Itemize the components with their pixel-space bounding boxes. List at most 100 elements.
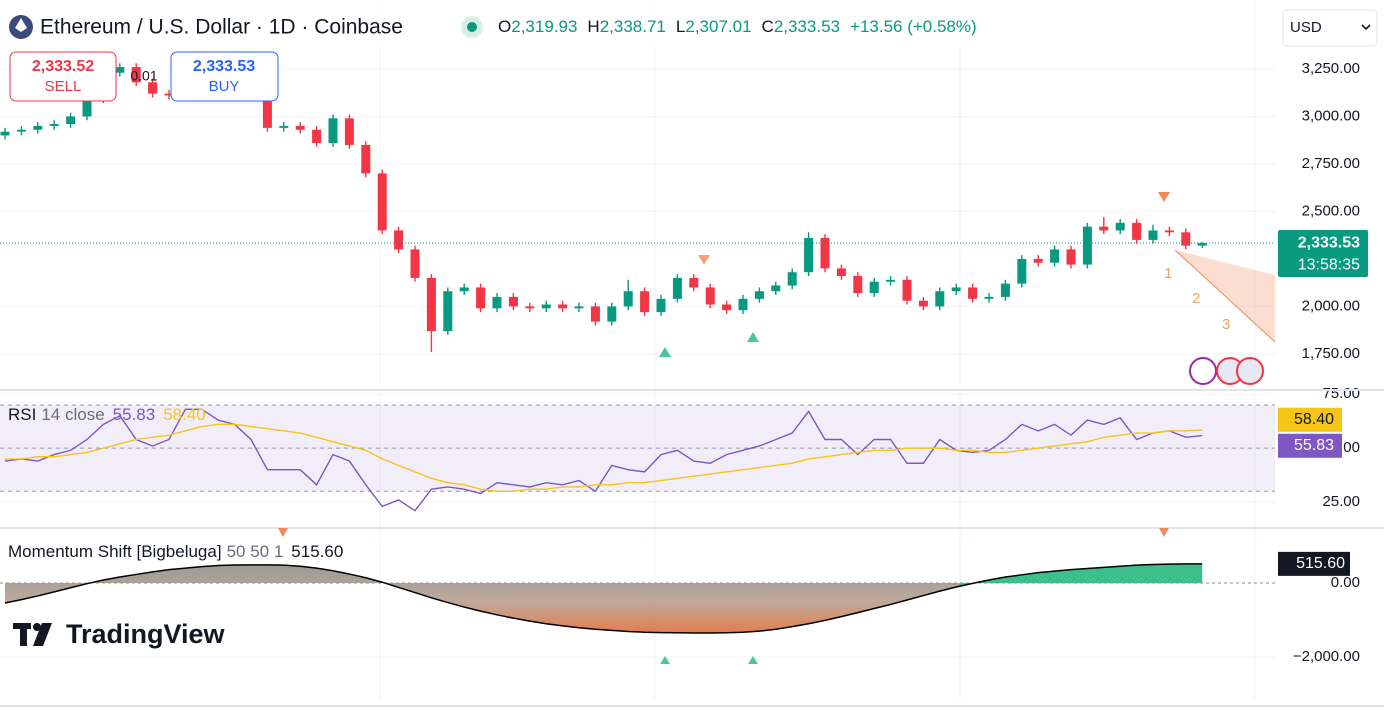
signal-marker bbox=[1159, 528, 1169, 537]
price-badge bbox=[1278, 230, 1368, 278]
candle-body bbox=[1000, 283, 1010, 297]
brand-logo: TradingView bbox=[13, 619, 226, 649]
dropdown-arrow bbox=[1361, 24, 1371, 31]
y-tick-label: 2,750.00 bbox=[1302, 155, 1360, 172]
legend-value: 515.60 bbox=[291, 542, 343, 561]
legend-params: 50 50 1 bbox=[227, 542, 284, 561]
candle-body bbox=[344, 118, 354, 145]
fib-label: 1 bbox=[1164, 265, 1172, 282]
candle-body bbox=[787, 272, 797, 286]
buy-price[interactable]: 2,333.53 bbox=[193, 58, 255, 75]
candle-body bbox=[1033, 258, 1043, 263]
header-bg bbox=[0, 0, 1040, 48]
candle-body bbox=[1181, 232, 1191, 246]
ohlc-key: O bbox=[498, 17, 511, 36]
candle-body bbox=[492, 296, 502, 309]
y-tick-label: 2,000.00 bbox=[1302, 297, 1360, 314]
countdown: 13:58:35 bbox=[1298, 256, 1360, 273]
y-tick-label: −2,000.00 bbox=[1293, 648, 1360, 665]
legend-title: Momentum Shift [Bigbeluga] bbox=[8, 542, 222, 561]
candle-body bbox=[394, 230, 404, 250]
y-tick-label: 1,750.00 bbox=[1302, 345, 1360, 362]
price-badge-value: 2,333.53 bbox=[1298, 234, 1360, 251]
signal-marker bbox=[659, 347, 671, 357]
signal-marker bbox=[698, 255, 710, 265]
buy-button[interactable] bbox=[170, 51, 279, 102]
candle-body bbox=[33, 125, 43, 130]
y-tick-label: 3,000.00 bbox=[1302, 107, 1360, 124]
symbol-icon-glyph bbox=[15, 18, 27, 32]
ohlc-key: C bbox=[762, 17, 774, 36]
logo-part bbox=[33, 623, 41, 631]
logo-part bbox=[20, 623, 27, 646]
candle-body bbox=[590, 306, 600, 322]
candle-body bbox=[426, 277, 436, 332]
buy-label[interactable]: BUY bbox=[209, 78, 240, 95]
legend-value: 58.40 bbox=[163, 405, 206, 424]
candle-body bbox=[148, 82, 158, 94]
candle-body bbox=[1050, 249, 1060, 263]
candle-body bbox=[410, 249, 420, 278]
candle-body bbox=[886, 279, 896, 282]
fib-label: 2 bbox=[1192, 290, 1200, 307]
candle-body bbox=[279, 125, 289, 128]
candle-body bbox=[16, 129, 26, 132]
value-badge bbox=[1278, 551, 1350, 576]
candle-body bbox=[869, 281, 879, 294]
candle-body bbox=[1017, 258, 1027, 284]
event-icon[interactable] bbox=[1189, 357, 1217, 385]
momentum-legend: Momentum Shift [Bigbeluga] 50 50 1 515.60 bbox=[8, 542, 343, 561]
currency-select[interactable] bbox=[1282, 9, 1378, 47]
sell-button[interactable] bbox=[9, 51, 117, 102]
candle-body bbox=[476, 287, 486, 309]
candle-body bbox=[722, 304, 732, 311]
currency[interactable]: USD bbox=[1290, 19, 1322, 36]
rsi-line bbox=[5, 423, 1203, 493]
candle-body bbox=[918, 300, 928, 307]
candle-body bbox=[1115, 222, 1125, 231]
rsi-legend: RSI 14 close 55.83 58.40 bbox=[8, 405, 206, 424]
candle-body bbox=[1132, 222, 1142, 240]
signal-marker bbox=[660, 656, 670, 664]
sell-price[interactable]: 2,333.52 bbox=[32, 58, 94, 75]
legend-params: 14 close bbox=[41, 405, 104, 424]
momentum-area bbox=[5, 564, 960, 633]
value-badge bbox=[1278, 407, 1342, 432]
signal-marker bbox=[747, 332, 759, 342]
candle-body bbox=[328, 118, 338, 144]
candle-body bbox=[0, 131, 10, 136]
value-badge bbox=[1278, 433, 1342, 458]
signal-marker bbox=[278, 528, 288, 537]
rsi-line bbox=[4, 408, 1203, 512]
signal-marker bbox=[1158, 192, 1170, 202]
candle-body bbox=[705, 287, 715, 305]
candle-body bbox=[558, 304, 568, 309]
candle-body bbox=[853, 276, 863, 294]
candle-body bbox=[836, 268, 846, 277]
candle-body bbox=[951, 287, 961, 292]
candle-body bbox=[640, 291, 650, 313]
candle-body bbox=[295, 125, 305, 130]
candle-body bbox=[49, 124, 59, 126]
event-icon[interactable] bbox=[1236, 357, 1264, 385]
candle-body bbox=[902, 279, 912, 301]
fib-line bbox=[1174, 249, 1276, 343]
candle-body bbox=[115, 67, 125, 73]
value-badge-text: 515.60 bbox=[1296, 555, 1345, 572]
candle-body bbox=[1082, 226, 1092, 265]
price-axis: 1,750.00 2,000.00 2,500.00 2,750.00 3,000.00… bbox=[1278, 60, 1368, 665]
candle-body bbox=[820, 238, 830, 269]
ohlc-legend: O2,319.93 H2,338.71 L2,307.01 C2,333.53 +13.… bbox=[498, 17, 977, 36]
candle-body bbox=[804, 238, 814, 273]
candle-body bbox=[656, 298, 666, 313]
logo-part bbox=[33, 623, 52, 646]
candle-body bbox=[459, 287, 469, 292]
y-tick-label: 25.00 bbox=[1322, 493, 1360, 510]
symbol-title[interactable]: Ethereum / U.S. Dollar · 1D · Coinbase bbox=[40, 16, 403, 39]
legend-value: 55.83 bbox=[113, 405, 156, 424]
status-dot bbox=[467, 22, 477, 32]
sell-label[interactable]: SELL bbox=[45, 78, 82, 95]
ohlc-value: 2,333.53 bbox=[774, 17, 840, 36]
candle-body bbox=[164, 93, 174, 96]
